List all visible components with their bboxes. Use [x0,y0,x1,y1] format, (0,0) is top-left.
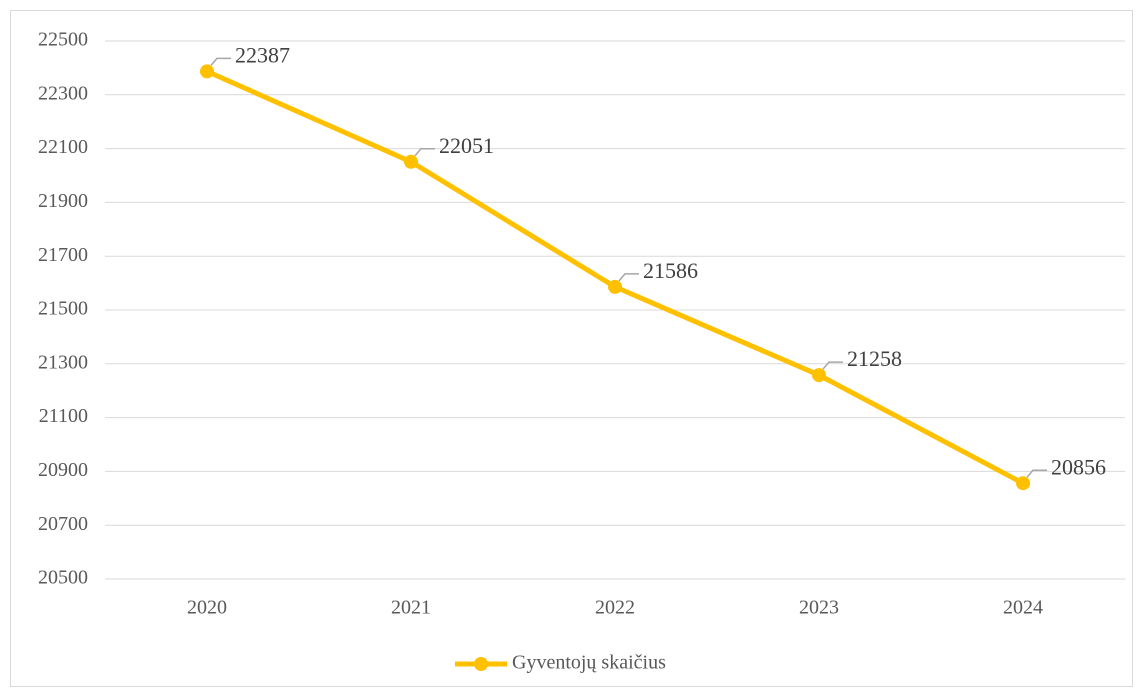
data-label: 22051 [439,133,494,158]
x-tick-label: 2020 [187,597,227,619]
x-tick-label: 2024 [1003,597,1043,619]
data-point [1016,476,1030,491]
label-leader [210,57,231,66]
legend-marker [474,657,488,671]
y-tick-label: 21100 [39,405,88,427]
x-tick-label: 2022 [595,597,635,619]
y-tick-label: 22100 [38,136,88,158]
data-point [404,154,418,169]
y-tick-label: 22500 [38,29,88,51]
data-label: 22387 [235,42,290,67]
label-leader [1026,469,1047,478]
y-tick-label: 21500 [38,298,88,320]
data-label: 21258 [847,346,902,371]
legend-label: Gyventojų skaičius [512,652,666,674]
label-leader [618,273,639,282]
data-point [200,64,214,79]
x-tick-label: 2021 [391,597,431,619]
data-label: 20856 [1051,454,1106,479]
data-point [812,368,826,383]
data-label: 21586 [643,258,698,283]
y-tick-label: 21300 [38,351,88,373]
y-tick-label: 21900 [38,190,88,212]
y-tick-label: 20500 [38,567,88,589]
label-leader [414,148,435,157]
y-tick-label: 20900 [38,459,88,481]
y-tick-label: 22300 [38,82,88,104]
chart-border [10,10,1133,687]
label-leader [822,361,843,370]
data-point [608,279,622,294]
x-tick-label: 2023 [799,597,839,619]
y-tick-label: 21700 [38,244,88,266]
y-tick-label: 20700 [38,513,88,535]
